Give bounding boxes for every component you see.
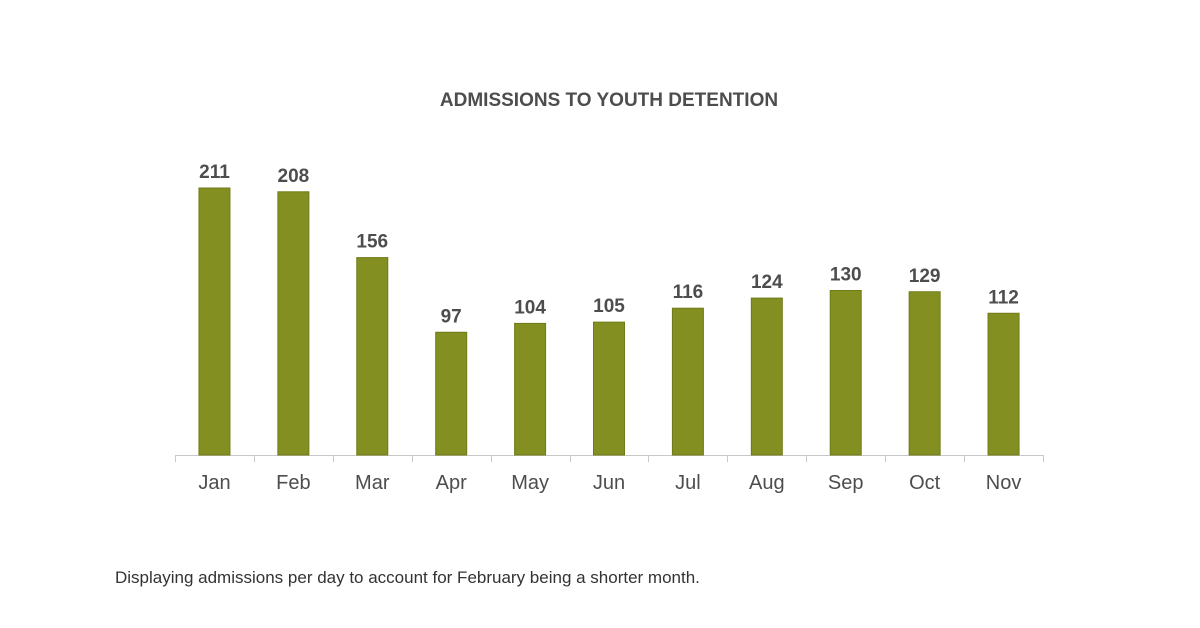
- x-tick-label: Oct: [909, 472, 941, 494]
- data-label: 124: [751, 272, 783, 293]
- data-label: 97: [441, 306, 462, 327]
- x-tick-label: Sep: [828, 472, 864, 494]
- chart-title: ADMISSIONS TO YOUTH DETENTION: [439, 90, 779, 111]
- bar-apr: [435, 331, 468, 456]
- footnote: Displaying admissions per day to account…: [115, 568, 700, 587]
- x-tick-label: Nov: [986, 472, 1022, 494]
- data-label: 208: [278, 166, 310, 187]
- bar-sep: [829, 289, 862, 456]
- data-label: 104: [514, 297, 546, 318]
- data-label: 105: [593, 296, 625, 317]
- data-label: 112: [988, 287, 1019, 308]
- bar-jun: [593, 321, 625, 456]
- x-tick-label: Jun: [593, 472, 625, 494]
- data-label: 211: [199, 162, 230, 183]
- bar-jan: [198, 187, 231, 456]
- x-tick-label: Feb: [276, 472, 310, 494]
- bar-aug: [750, 297, 783, 456]
- x-tick-label: May: [511, 472, 549, 494]
- data-label: 116: [673, 282, 704, 303]
- data-label: 130: [830, 264, 862, 285]
- x-tick-label: Aug: [749, 472, 785, 494]
- bar-oct: [908, 291, 941, 456]
- bar-mar: [356, 257, 389, 456]
- x-tick-label: Jul: [675, 472, 701, 494]
- bar-nov: [987, 312, 1020, 456]
- data-label: 129: [909, 266, 941, 287]
- bar-feb: [277, 191, 310, 456]
- x-tick-label: Mar: [355, 472, 390, 494]
- data-label: 156: [356, 232, 388, 253]
- x-tick-label: Apr: [436, 472, 467, 494]
- bar-may: [514, 322, 547, 456]
- bar-jul: [671, 307, 704, 456]
- x-tick-label: Jan: [198, 472, 230, 494]
